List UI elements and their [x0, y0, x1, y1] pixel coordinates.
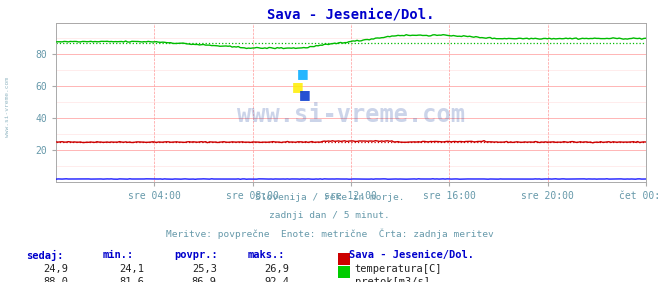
- Text: sedaj:: sedaj:: [26, 250, 64, 261]
- Text: ■: ■: [299, 88, 311, 101]
- Text: 24,9: 24,9: [43, 264, 69, 274]
- Text: min.:: min.:: [102, 250, 133, 259]
- Text: www.si-vreme.com: www.si-vreme.com: [237, 103, 465, 127]
- Text: 24,1: 24,1: [119, 264, 144, 274]
- Text: zadnji dan / 5 minut.: zadnji dan / 5 minut.: [269, 211, 390, 220]
- Text: 86,9: 86,9: [192, 277, 217, 282]
- Title: Sava - Jesenice/Dol.: Sava - Jesenice/Dol.: [267, 7, 435, 21]
- Text: 81,6: 81,6: [119, 277, 144, 282]
- Text: 92,4: 92,4: [264, 277, 289, 282]
- Text: www.si-vreme.com: www.si-vreme.com: [5, 77, 11, 137]
- Text: ■: ■: [297, 67, 308, 80]
- Text: Sava - Jesenice/Dol.: Sava - Jesenice/Dol.: [349, 250, 474, 259]
- Text: 88,0: 88,0: [43, 277, 69, 282]
- Text: maks.:: maks.:: [247, 250, 285, 259]
- Text: temperatura[C]: temperatura[C]: [355, 264, 442, 274]
- Text: Meritve: povprečne  Enote: metrične  Črta: zadnja meritev: Meritve: povprečne Enote: metrične Črta:…: [165, 228, 494, 239]
- Text: ■: ■: [292, 80, 304, 93]
- Text: 25,3: 25,3: [192, 264, 217, 274]
- Text: povpr.:: povpr.:: [175, 250, 218, 259]
- Text: pretok[m3/s]: pretok[m3/s]: [355, 277, 430, 282]
- Text: Slovenija / reke in morje.: Slovenija / reke in morje.: [255, 193, 404, 202]
- Text: 26,9: 26,9: [264, 264, 289, 274]
